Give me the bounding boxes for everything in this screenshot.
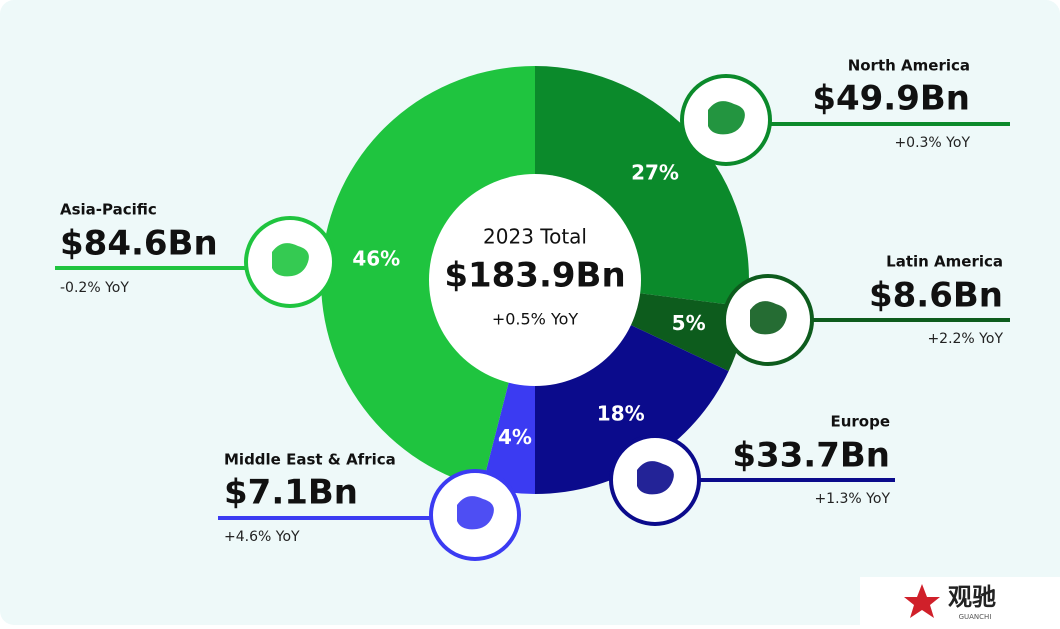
watermark-sub: GUANCHI: [959, 613, 992, 621]
donut-segment: [321, 65, 535, 488]
region-change: -0.2% YoY: [60, 280, 129, 296]
watermark-name: 观驰: [948, 583, 996, 611]
region-change: +0.3% YoY: [894, 135, 970, 151]
region-change: +2.2% YoY: [927, 331, 1003, 347]
region-change: +1.3% YoY: [814, 491, 890, 507]
region-name: Europe: [830, 413, 890, 431]
region-name: Latin America: [886, 253, 1003, 271]
region-map-icon: [637, 461, 674, 495]
percent-label: 27%: [631, 161, 679, 185]
center-change: +0.5% YoY: [492, 310, 579, 329]
region-amount: $8.6Bn: [869, 276, 1003, 316]
percent-label: 4%: [498, 425, 532, 449]
region-name: Asia-Pacific: [60, 201, 157, 219]
watermark-logo: [904, 584, 940, 618]
region-name: Middle East & Africa: [224, 451, 396, 469]
region-amount: $33.7Bn: [732, 436, 890, 476]
center-value: $183.9Bn: [444, 256, 625, 296]
region-map-icon: [457, 496, 494, 530]
region-name: North America: [848, 57, 970, 75]
region-amount: $49.9Bn: [812, 79, 970, 119]
donut-hole: [429, 174, 641, 386]
region-amount: $7.1Bn: [224, 473, 358, 513]
watermark-box: [860, 577, 1060, 625]
region-map-icon: [272, 243, 309, 277]
percent-label: 46%: [352, 246, 400, 270]
center-title: 2023 Total: [483, 225, 587, 249]
region-map-icon: [750, 301, 787, 335]
region-map-icon: [708, 101, 745, 135]
percent-label: 5%: [672, 311, 706, 335]
region-amount: $84.6Bn: [60, 224, 218, 264]
percent-label: 18%: [597, 402, 645, 426]
region-change: +4.6% YoY: [224, 529, 300, 545]
